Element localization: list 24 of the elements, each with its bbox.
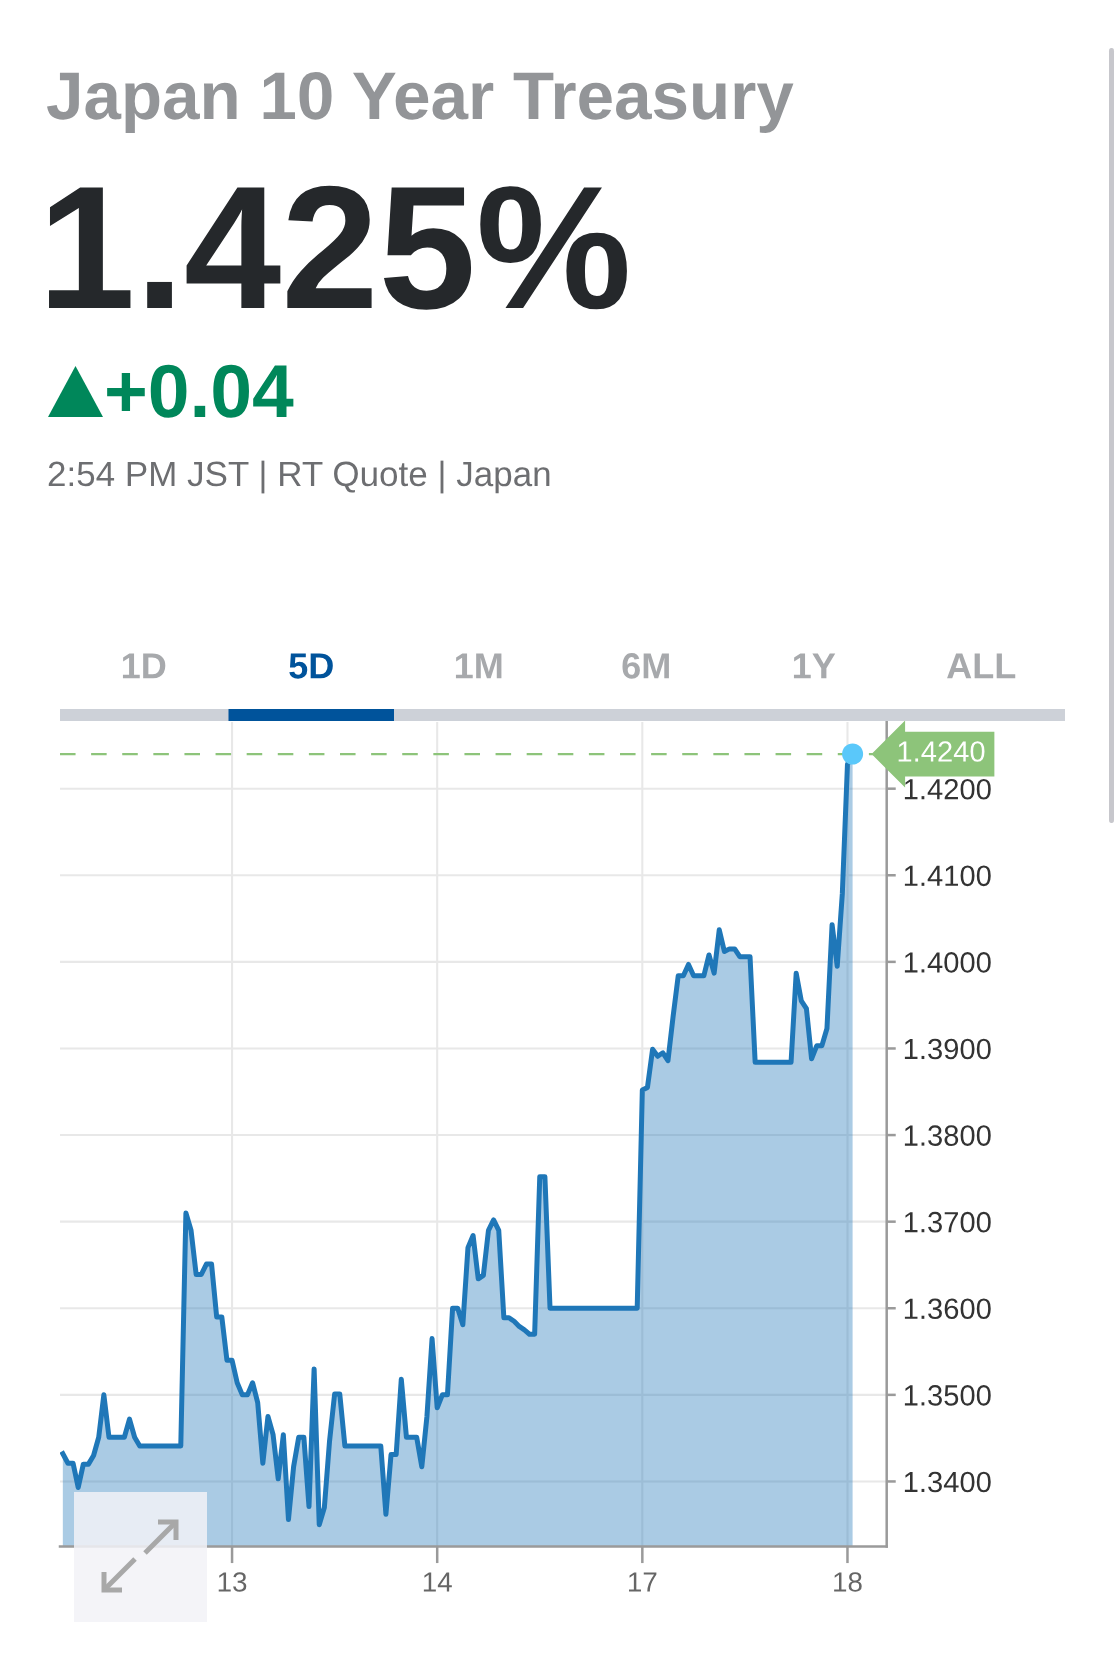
chart-subtitle: 1.425%	[49, 185, 627, 310]
x-tick-label: 17	[629, 1572, 657, 1592]
ref-line-label: 1.4240	[898, 741, 985, 762]
text: +0.04	[107, 364, 294, 418]
y-tick-label: 1.3700	[904, 1211, 991, 1233]
y-tick-label: 1.4000	[904, 952, 991, 973]
y-tick-label: 1.4200	[904, 778, 991, 800]
y-tick-label: 1.3600	[904, 1298, 991, 1320]
y-tick-label: 1.3900	[904, 1038, 991, 1060]
text: 5D	[289, 653, 333, 679]
y-tick-label: 1.3800	[904, 1125, 991, 1146]
y-tick-label: 1.3400	[904, 1471, 991, 1493]
text: 6M	[622, 653, 669, 679]
text: 2:54 PM JST | RT Quote | Japan	[48, 460, 550, 494]
text: 1D	[122, 653, 166, 679]
y-tick-label: 1.3500	[904, 1385, 991, 1406]
x-tick-label: 13	[218, 1572, 247, 1592]
text: 1Y	[793, 653, 836, 679]
x-tick-label: 14	[423, 1572, 452, 1592]
text: ALL	[947, 653, 1016, 679]
text: 1M	[455, 653, 502, 679]
chart-title: Japan 10 Year Treasury	[47, 71, 794, 133]
x-tick-label: 18	[834, 1572, 862, 1592]
y-tick-label: 1.4100	[904, 865, 991, 887]
